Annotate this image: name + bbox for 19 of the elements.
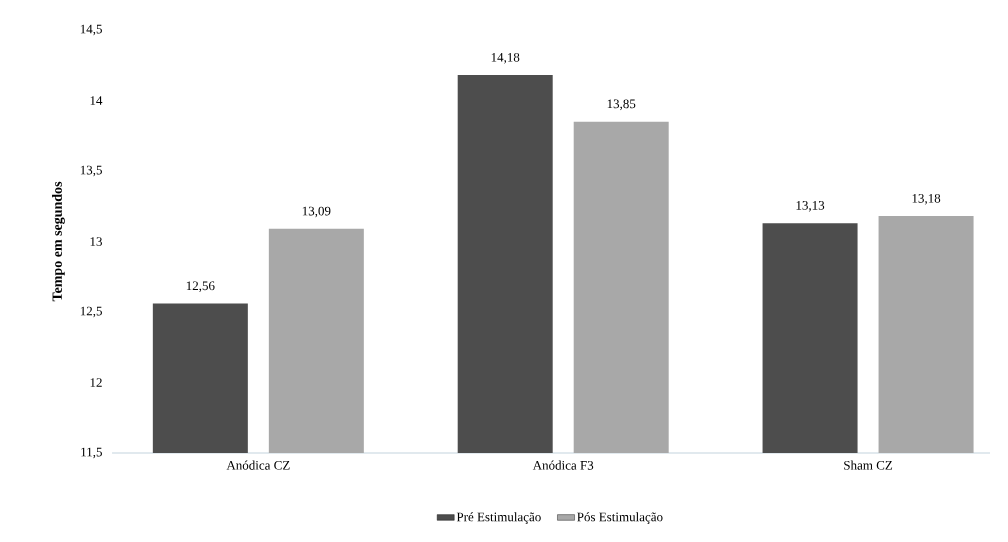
y-tick-label: 14,5: [80, 24, 102, 36]
y-tick-label: 12,5: [80, 306, 102, 318]
y-tick-label: 12: [90, 378, 102, 387]
data-label: 13,18: [912, 193, 941, 205]
y-tick-label: 13: [90, 237, 102, 246]
data-label: 14,18: [491, 52, 520, 64]
legend-label: Pós Estimulação: [577, 512, 663, 524]
y-tick-label: 14: [90, 96, 103, 105]
legend-label: Pré Estimulação: [456, 512, 541, 524]
x-tick-label: Anódica F3: [532, 460, 594, 470]
data-label: 13,13: [796, 201, 825, 212]
data-label: 12,56: [186, 281, 215, 293]
y-tick-label: 11,5: [81, 447, 102, 459]
x-tick-label: Anódica CZ: [226, 460, 290, 470]
y-tick-label: 13,5: [80, 165, 102, 177]
y-axis-title: Tempo em segundos: [52, 181, 65, 302]
x-tick-label: Sham CZ: [844, 460, 893, 470]
data-label: 13,85: [607, 99, 636, 111]
data-label: 13,09: [302, 206, 331, 218]
